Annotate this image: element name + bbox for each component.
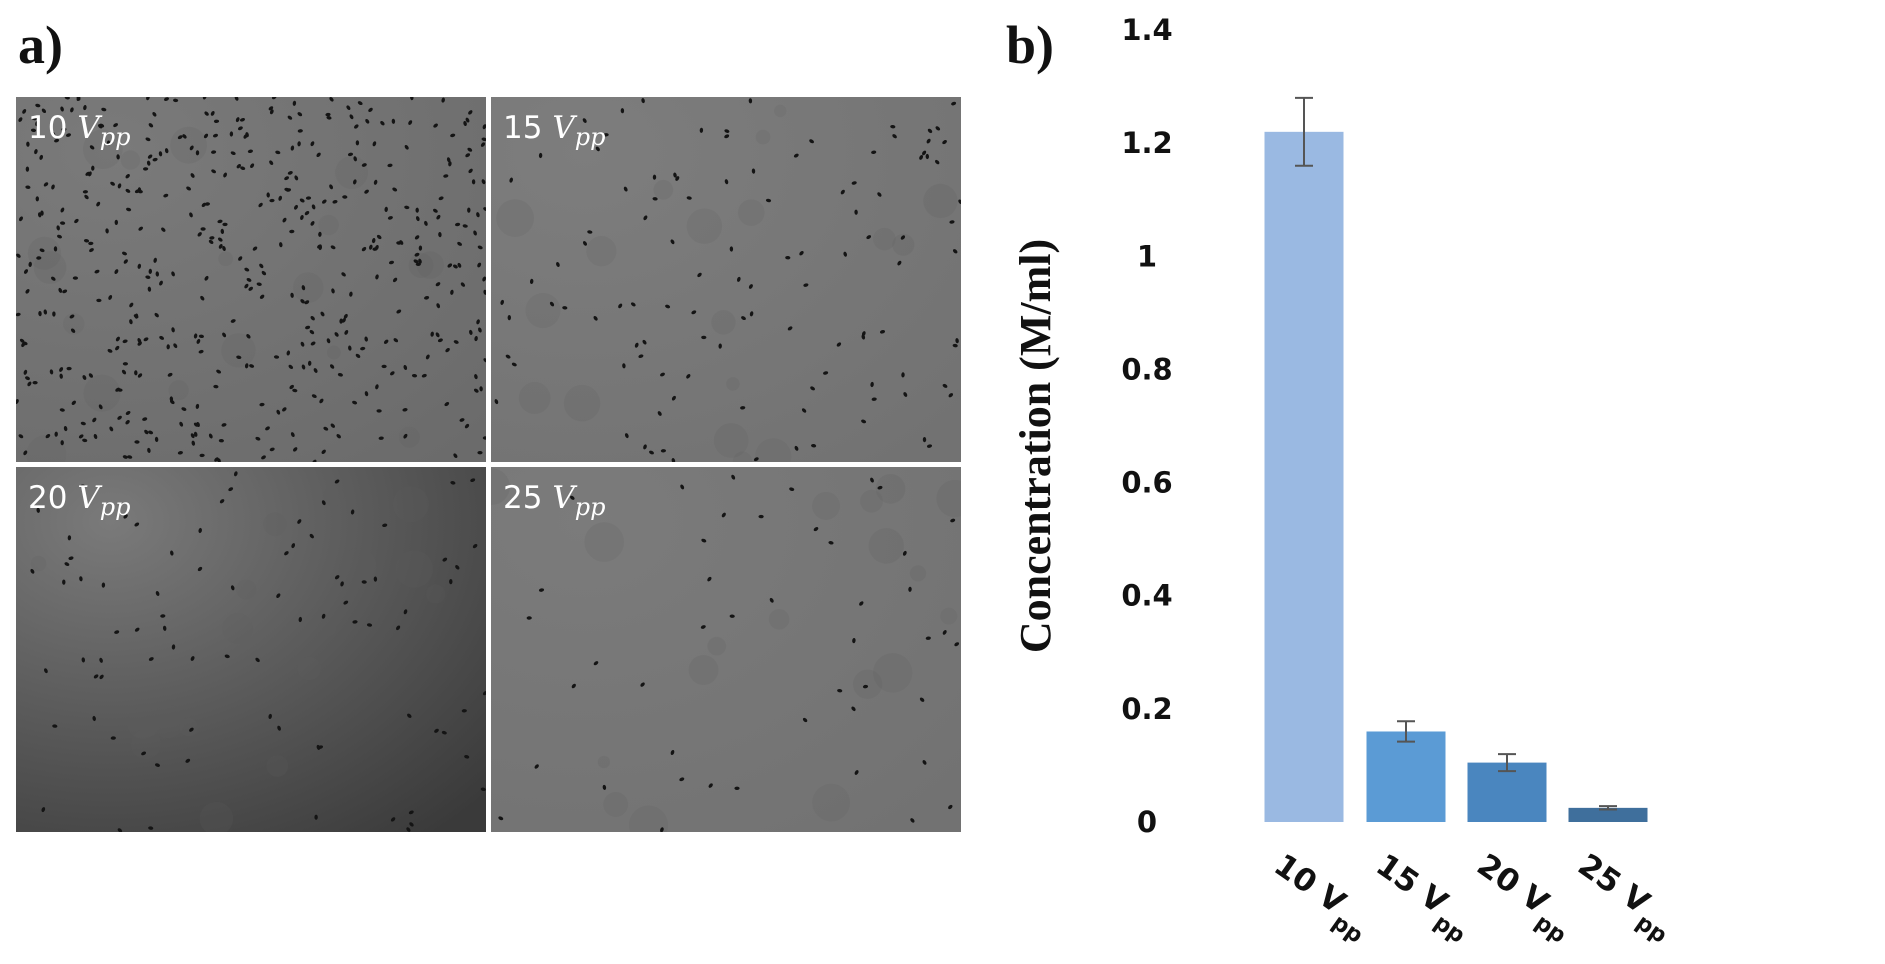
micrograph-background	[16, 467, 486, 832]
micrograph-10vpp: 10 Vpp	[16, 97, 486, 462]
micrograph-label: 20 Vpp	[28, 480, 130, 520]
panel-label-a: a)	[18, 15, 63, 75]
y-tick-label: 0.4	[1121, 579, 1172, 613]
micrograph-voltage: 25	[503, 480, 543, 516]
bar	[1264, 131, 1344, 823]
micrograph-symbol: V	[552, 480, 575, 516]
micrograph-symbol: V	[77, 110, 100, 146]
error-bar	[1498, 753, 1516, 773]
micrograph-symbol: V	[77, 480, 100, 516]
x-tick-label: 10 Vpp	[1262, 847, 1380, 949]
error-bar	[1599, 805, 1617, 811]
micrograph-25vpp: 25 Vpp	[491, 467, 961, 832]
micrograph-image	[16, 97, 486, 462]
y-tick-label: 0.8	[1121, 352, 1172, 386]
micrograph-15vpp: 15 Vpp	[491, 97, 961, 462]
micrograph-subscript: pp	[99, 123, 131, 151]
micrograph-20vpp: 20 Vpp	[16, 467, 486, 832]
x-tick-label: 20 Vpp	[1465, 847, 1583, 949]
micrograph-subscript: pp	[574, 123, 606, 151]
micrograph-subscript: pp	[574, 493, 606, 521]
y-tick-label: 0.2	[1121, 692, 1172, 726]
micrograph-background	[491, 467, 961, 832]
bar	[1366, 731, 1446, 822]
micrograph-image	[491, 97, 961, 462]
y-axis-title: Concentration (M/ml)	[1011, 239, 1060, 653]
micrograph-label: 10 Vpp	[28, 110, 130, 150]
y-tick-label: 1.2	[1121, 126, 1172, 160]
micrograph-image	[16, 467, 486, 832]
x-tick-label: 25 Vpp	[1566, 847, 1684, 949]
micrograph-voltage: 20	[28, 480, 68, 516]
x-tick-label: 15 Vpp	[1364, 847, 1482, 949]
error-bar	[1397, 720, 1415, 743]
y-tick-label: 1	[1137, 239, 1157, 273]
panel-label-b: b)	[1006, 15, 1055, 75]
y-tick-label: 1.4	[1121, 13, 1172, 47]
micrograph-label: 15 Vpp	[503, 110, 605, 150]
micrograph-voltage: 15	[503, 110, 543, 146]
micrograph-image	[491, 467, 961, 832]
micrograph-voltage: 10	[28, 110, 68, 146]
micrograph-symbol: V	[552, 110, 575, 146]
bar	[1568, 807, 1648, 822]
bar	[1467, 762, 1547, 822]
error-bar	[1295, 96, 1313, 167]
micrograph-background	[491, 97, 961, 462]
y-tick-label: 0	[1137, 805, 1157, 839]
micrograph-subscript: pp	[99, 493, 131, 521]
micrograph-label: 25 Vpp	[503, 480, 605, 520]
y-tick-label: 0.6	[1121, 466, 1172, 500]
